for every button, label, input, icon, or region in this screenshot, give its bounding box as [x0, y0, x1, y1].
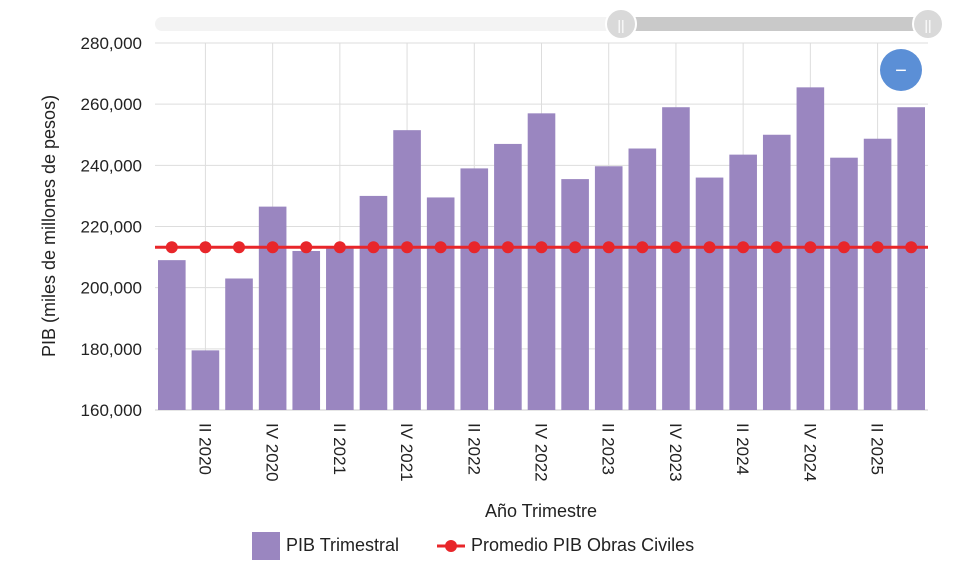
average-point-i-2023[interactable]	[569, 241, 582, 254]
average-point-iv-2020[interactable]	[266, 241, 279, 254]
y-tick-label: 260,000	[81, 95, 142, 114]
x-tick-label: II 2023	[599, 423, 618, 475]
bar-ii-2023[interactable]	[594, 166, 623, 410]
slider-right-handle-grip-icon: ||	[924, 17, 931, 33]
bar-ii-2020[interactable]	[191, 350, 220, 410]
average-point-iv-2024[interactable]	[804, 241, 817, 254]
average-point-ii-2021[interactable]	[333, 241, 346, 254]
range-slider[interactable]: || ||	[155, 8, 944, 40]
slider-selected-range[interactable]	[621, 17, 928, 31]
average-point-i-2025[interactable]	[837, 241, 850, 254]
bar-iii-2024[interactable]	[762, 134, 791, 410]
legend-swatch-bar	[252, 532, 280, 560]
x-tick-label: II 2020	[195, 423, 214, 475]
bar-ii-2022[interactable]	[460, 168, 489, 410]
average-point-i-2020[interactable]	[165, 241, 178, 254]
x-tick-label: IV 2023	[666, 423, 685, 482]
slider-right-handle[interactable]: ||	[912, 8, 944, 40]
legend-item-pib-trimestral[interactable]: PIB Trimestral	[252, 532, 399, 560]
legend-label-pib-trimestral: PIB Trimestral	[286, 535, 399, 555]
bar-iv-2021[interactable]	[393, 130, 421, 410]
legend: PIB Trimestral Promedio PIB Obras Civile…	[252, 532, 694, 560]
y-axis-ticks: 160,000 180,000 200,000 220,000 240,000 260,0…	[81, 34, 142, 420]
bar-i-2024[interactable]	[695, 177, 724, 410]
bar-iii-2025[interactable]	[897, 107, 925, 410]
legend-swatch-marker	[445, 540, 457, 552]
y-tick-label: 200,000	[81, 279, 142, 298]
average-point-iii-2023[interactable]	[636, 241, 649, 254]
x-tick-label: II 2025	[868, 423, 887, 475]
average-point-ii-2020[interactable]	[199, 241, 212, 254]
x-tick-label: II 2024	[733, 423, 752, 475]
average-point-i-2024[interactable]	[703, 241, 716, 254]
legend-item-promedio[interactable]: Promedio PIB Obras Civiles	[437, 535, 694, 555]
average-point-ii-2024[interactable]	[737, 241, 750, 254]
minus-icon: −	[895, 60, 907, 82]
bar-iv-2020[interactable]	[258, 206, 287, 410]
bar-iii-2021[interactable]	[359, 195, 388, 410]
x-tick-label: IV 2024	[800, 423, 819, 482]
average-point-iii-2025[interactable]	[905, 241, 918, 254]
y-tick-label: 180,000	[81, 340, 142, 359]
average-point-iii-2021[interactable]	[367, 241, 380, 254]
bar-ii-2024[interactable]	[729, 154, 757, 410]
x-tick-label: IV 2021	[397, 423, 416, 482]
average-point-iv-2021[interactable]	[401, 241, 414, 254]
x-axis-title: Año Trimestre	[485, 501, 597, 521]
average-point-iii-2024[interactable]	[770, 241, 783, 254]
y-tick-label: 160,000	[81, 401, 142, 420]
bar-i-2021[interactable]	[292, 250, 321, 410]
legend-label-promedio: Promedio PIB Obras Civiles	[471, 535, 694, 555]
x-axis-ticks: II 2020 IV 2020 II 2021 IV 2021 II 2022 IV 20…	[195, 423, 886, 482]
bar-iv-2023[interactable]	[662, 107, 690, 410]
bar-i-2025[interactable]	[830, 157, 858, 410]
bar-iii-2023[interactable]	[628, 148, 657, 410]
bar-i-2020[interactable]	[158, 260, 186, 410]
bar-iv-2022[interactable]	[527, 113, 556, 410]
x-tick-label: II 2021	[330, 423, 349, 475]
average-point-iii-2020[interactable]	[233, 241, 246, 254]
average-line-series	[155, 241, 928, 254]
average-point-ii-2025[interactable]	[871, 241, 884, 254]
average-point-iii-2022[interactable]	[501, 241, 514, 254]
bar-i-2023[interactable]	[561, 179, 589, 410]
zoom-out-button[interactable]: −	[880, 49, 922, 91]
bar-i-2022[interactable]	[426, 197, 455, 410]
bar-ii-2021[interactable]	[326, 248, 354, 410]
x-tick-label: IV 2022	[532, 423, 551, 482]
slider-left-handle[interactable]: ||	[605, 8, 637, 40]
average-point-i-2021[interactable]	[300, 241, 313, 254]
bar-iii-2022[interactable]	[494, 143, 522, 411]
average-point-iv-2022[interactable]	[535, 241, 548, 254]
x-tick-label: II 2022	[464, 423, 483, 475]
average-point-i-2022[interactable]	[434, 241, 447, 254]
y-tick-label: 280,000	[81, 34, 142, 53]
y-tick-label: 240,000	[81, 156, 142, 175]
average-point-iv-2023[interactable]	[669, 241, 682, 254]
y-tick-label: 220,000	[81, 218, 142, 237]
average-point-ii-2022[interactable]	[468, 241, 481, 254]
y-axis-title: PIB (miles de millones de pesos)	[39, 95, 59, 357]
average-point-ii-2023[interactable]	[602, 241, 615, 254]
x-tick-label: IV 2020	[263, 423, 282, 482]
slider-left-handle-grip-icon: ||	[617, 17, 624, 33]
bar-iii-2020[interactable]	[225, 278, 253, 410]
bar-ii-2025[interactable]	[863, 138, 892, 410]
